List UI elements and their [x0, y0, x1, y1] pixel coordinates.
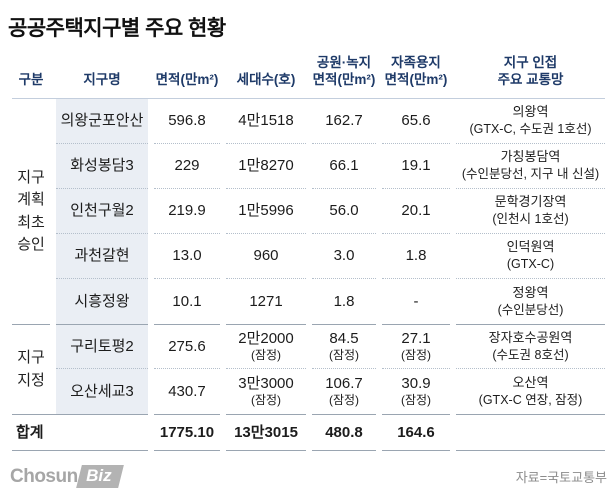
station-name: 의왕역 — [512, 104, 549, 120]
station-name: 오산역 — [512, 374, 549, 390]
column-header-district: 지구명 — [83, 72, 121, 88]
total-label: 합계 — [12, 414, 148, 451]
table-row: 지구 계획 최초 승인 의왕군포안산 596.8 4만1518 162.7 65… — [12, 99, 605, 253]
district-name: 오산세교3 — [56, 369, 148, 414]
transit-info: 문학경기장역 (인천시 1호선) — [456, 189, 605, 234]
total-park-area-value: 480.8 — [312, 414, 376, 451]
header-divider — [12, 98, 605, 99]
park-area-value: 162.7 — [312, 99, 376, 144]
station-line: (GTX-C, 수도권 1호선) — [469, 122, 592, 137]
area-value: 13.0 — [154, 234, 220, 279]
housing-districts-table: 구분 지구명 면적(만m²) 세대수(호) 공원·녹지 면적(만m²) 자족용지… — [6, 50, 611, 451]
infographic: 공공주택지구별 주요 현황 구분 지구명 면적(만m²) 세대수(호) 공원·녹… — [6, 17, 611, 488]
district-name: 화성봉담3 — [56, 144, 148, 189]
park-area-value: 66.1 — [312, 144, 376, 189]
tentative-note: (잠정) — [400, 393, 432, 408]
area-value: 219.9 — [154, 189, 220, 234]
total-row: 합계 1775.10 13만3015 480.8 164.6 — [12, 414, 605, 451]
transit-info: 의왕역 (GTX-C, 수도권 1호선) — [456, 99, 605, 144]
station-name: 문학경기장역 — [494, 194, 567, 210]
logo-chosun-text: Chosun — [10, 465, 78, 487]
table-row: 과천갈현 13.0 960 3.0 1.8 인덕원역 (GTX-C) — [12, 234, 605, 279]
self-land-value: 1.8 — [382, 234, 450, 279]
households-value: 4만1518 — [226, 99, 306, 144]
park-area-value: 106.7 (잠정) — [312, 369, 376, 414]
transit-info: 정왕역 (수인분당선) — [456, 279, 605, 324]
station-line: (GTX-C) — [506, 257, 555, 272]
column-header-park-area: 공원·녹지 면적(만m²) — [312, 54, 376, 88]
column-header-households: 세대수(호) — [236, 72, 296, 88]
table-row: 시흥정왕 10.1 1271 1.8 - 정왕역 (수인분당선) — [12, 279, 605, 324]
group-label-approved: 지구 계획 최초 승인 — [17, 168, 45, 254]
area-value: 229 — [154, 144, 220, 189]
tentative-note: (잠정) — [250, 393, 282, 408]
station-line: (수인분당선) — [497, 302, 564, 317]
station-line: (인천시 1호선) — [492, 212, 569, 227]
chosunbiz-logo: Chosun Biz — [10, 465, 124, 488]
park-area-value: 3.0 — [312, 234, 376, 279]
district-name: 과천갈현 — [56, 234, 148, 279]
group-label-designated: 지구 지정 — [12, 324, 50, 414]
district-name: 인천구월2 — [56, 189, 148, 234]
table-row: 지구 지정 구리토평2 275.6 2만2000 (잠정) 84.5 (잠정) … — [12, 324, 605, 389]
households-value: 3만3000 (잠정) — [226, 369, 306, 414]
table-row: 인천구월2 219.9 1만5996 56.0 20.1 문학경기장역 (인천시… — [12, 189, 605, 234]
self-land-value: 20.1 — [382, 189, 450, 234]
district-name: 시흥정왕 — [56, 279, 148, 324]
self-land-value: 65.6 — [382, 99, 450, 144]
self-land-value: 30.9 (잠정) — [382, 369, 450, 414]
self-land-value: 27.1 (잠정) — [382, 324, 450, 369]
station-name: 장자호수공원역 — [488, 329, 573, 345]
area-value: 10.1 — [172, 292, 202, 310]
transit-info: 장자호수공원역 (수도권 8호선) — [456, 324, 605, 369]
households-value: 960 — [226, 234, 306, 279]
total-households-value: 13만3015 — [226, 414, 306, 451]
logo-biz-badge: Biz — [75, 465, 124, 488]
tentative-note: (잠정) — [328, 393, 360, 408]
station-name: 가칭봉담역 — [500, 149, 561, 165]
households-value: 1271 — [249, 292, 283, 310]
park-area-value: 1.8 — [333, 292, 355, 310]
area-value: 275.6 — [154, 324, 220, 369]
households-value: 2만2000 (잠정) — [226, 324, 306, 369]
households-value: 1만8270 — [226, 144, 306, 189]
households-value: 1만5996 — [226, 189, 306, 234]
district-name: 의왕군포안산 — [56, 99, 148, 144]
column-header-area: 면적(만m²) — [155, 72, 219, 88]
self-land-value: 19.1 — [382, 144, 450, 189]
total-transit-empty — [456, 414, 605, 451]
header-row: 구분 지구명 면적(만m²) 세대수(호) 공원·녹지 면적(만m²) 자족용지… — [12, 50, 605, 98]
column-header-transit: 지구 인접 주요 교통망 — [497, 54, 564, 88]
area-value: 430.7 — [168, 382, 206, 400]
column-header-gubun: 구분 — [18, 72, 44, 88]
area-value: 596.8 — [154, 99, 220, 144]
district-name: 구리토평2 — [56, 324, 148, 369]
station-name: 정왕역 — [512, 284, 549, 300]
tentative-note: (잠정) — [400, 348, 432, 363]
station-name: 인덕원역 — [506, 239, 555, 255]
transit-info: 인덕원역 (GTX-C) — [456, 234, 605, 279]
total-self-land-value: 164.6 — [382, 414, 450, 451]
transit-info: 가칭봉담역 (수인분당선, 지구 내 신설) — [456, 144, 605, 189]
chart-title: 공공주택지구별 주요 현황 — [8, 17, 226, 40]
source-credit: 자료=국토교통부 — [515, 470, 607, 485]
total-area-value: 1775.10 — [154, 414, 220, 451]
tentative-note: (잠정) — [250, 348, 282, 363]
tentative-note: (잠정) — [328, 348, 360, 363]
park-area-value: 84.5 (잠정) — [312, 324, 376, 369]
table-row: 화성봉담3 229 1만8270 66.1 19.1 가칭봉담역 (수인분당선,… — [12, 144, 605, 189]
station-line: (수인분당선, 지구 내 신설) — [461, 167, 600, 182]
station-line: (수도권 8호선) — [492, 347, 569, 362]
transit-info: 오산역 (GTX-C 연장, 잠정) — [456, 369, 605, 414]
station-line: (GTX-C 연장, 잠정) — [478, 392, 583, 407]
column-header-self-land: 자족용지 면적(만m²) — [384, 54, 448, 88]
park-area-value: 56.0 — [312, 189, 376, 234]
table-row: 오산세교3 430.7 3만3000 (잠정) 106.7 (잠정) 30.9 … — [12, 369, 605, 414]
self-land-value: - — [413, 292, 419, 310]
footer: Chosun Biz 자료=국토교통부 — [10, 465, 607, 488]
